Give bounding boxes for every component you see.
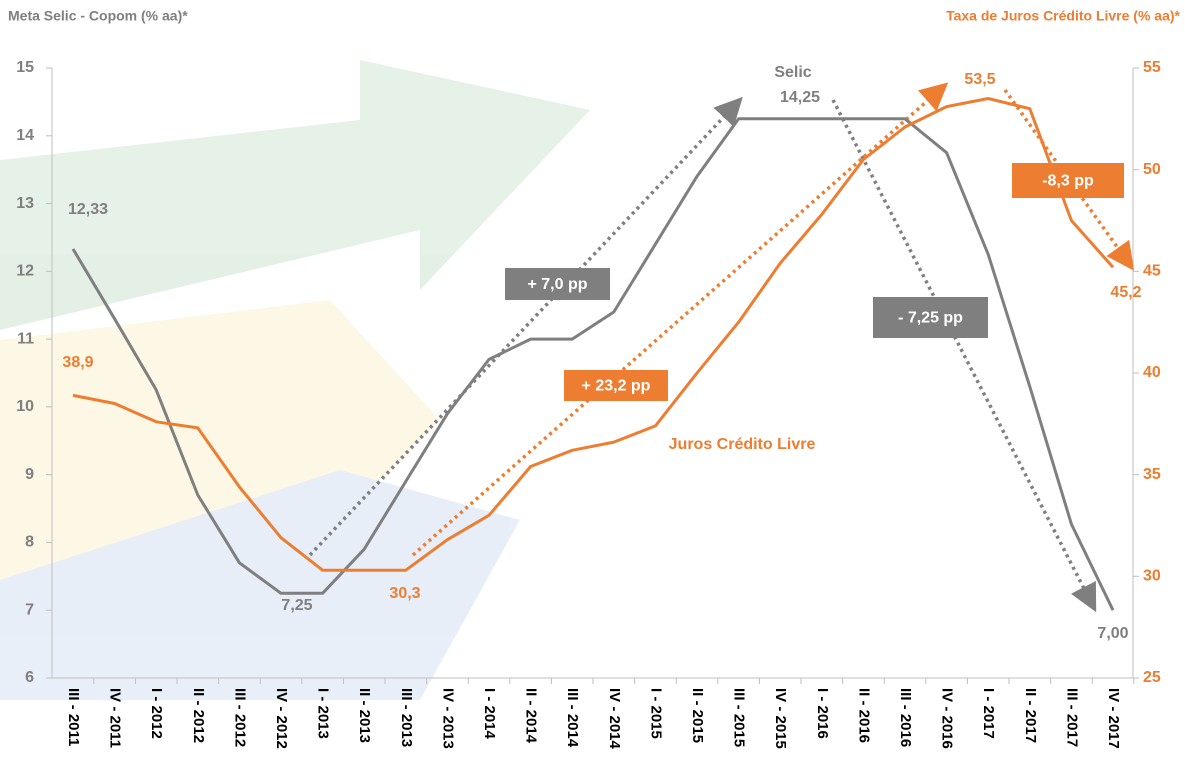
y2-tick-label: 55 <box>1143 59 1161 76</box>
change-box <box>564 370 668 401</box>
y2-tick-label: 30 <box>1143 568 1161 585</box>
x-tick-label: II - 2016 <box>855 688 872 743</box>
y2-tick-label: 45 <box>1143 263 1161 280</box>
data-label: 14,25 <box>780 89 820 106</box>
x-tick-label: IV - 2017 <box>1105 688 1122 749</box>
series-label: Selic <box>774 64 811 81</box>
data-label: 7,00 <box>1097 625 1128 642</box>
change-label: - 7,25 pp <box>898 310 963 327</box>
x-tick-label: I - 2017 <box>980 688 997 739</box>
series-label: Juros Crédito Livre <box>669 436 816 453</box>
background-decoration <box>0 60 590 700</box>
x-tick-label: IV - 2015 <box>772 688 789 749</box>
y-tick-label: 11 <box>17 330 34 347</box>
y-tick-label: 8 <box>25 534 34 551</box>
x-tick-label: IV - 2013 <box>439 688 456 749</box>
series-line <box>71 117 1115 611</box>
x-tick-label: I - 2012 <box>148 688 165 739</box>
x-tick-label: I - 2015 <box>647 688 664 739</box>
x-tick-label: III - 2014 <box>564 688 581 748</box>
x-tick-label: II - 2013 <box>356 688 373 743</box>
data-label: 7,25 <box>281 597 312 614</box>
change-box <box>1012 163 1124 198</box>
data-label: 12,33 <box>68 201 108 218</box>
series-line <box>72 97 1115 572</box>
x-tick-label: II - 2014 <box>523 688 540 744</box>
x-tick-label: IV - 2012 <box>273 688 290 749</box>
y-tick-label: 7 <box>25 601 34 618</box>
change-box <box>505 268 610 300</box>
x-tick-label: III - 2015 <box>731 688 748 747</box>
y-tick-label: 14 <box>16 127 34 144</box>
x-tick-label: IV - 2011 <box>107 688 124 748</box>
x-tick-label: II - 2015 <box>689 688 706 743</box>
x-tick-label: III - 2013 <box>398 688 415 747</box>
x-tick-label: IV - 2014 <box>606 688 623 750</box>
change-label: -8,3 pp <box>1042 173 1094 190</box>
y-tick-label: 10 <box>16 398 34 415</box>
x-tick-label: II - 2017 <box>1022 688 1039 743</box>
y-tick-label: 15 <box>16 59 34 76</box>
y-tick-label: 9 <box>25 466 34 483</box>
change-box <box>873 297 988 338</box>
x-tick-label: IV - 2016 <box>939 688 956 749</box>
y-tick-label: 6 <box>25 669 34 686</box>
data-label: 30,3 <box>389 585 420 602</box>
change-label: + 7,0 pp <box>527 276 587 293</box>
change-label: + 23,2 pp <box>582 378 651 395</box>
y-tick-label: 13 <box>16 195 34 212</box>
x-tick-label: I - 2013 <box>315 688 332 739</box>
y2-tick-label: 25 <box>1143 669 1161 686</box>
right-axis-title: Taxa de Juros Crédito Livre (% aa)* <box>946 8 1180 24</box>
x-tick-label: III - 2016 <box>897 688 914 747</box>
x-tick-label: III - 2012 <box>231 688 248 747</box>
data-label: 45,2 <box>1110 284 1141 301</box>
x-tick-label: III - 2017 <box>1063 688 1080 747</box>
data-label: 53,5 <box>964 71 995 88</box>
y2-tick-label: 35 <box>1143 466 1161 483</box>
y2-tick-label: 40 <box>1143 364 1161 381</box>
left-axis-title: Meta Selic - Copom (% aa)* <box>8 8 188 24</box>
y2-tick-label: 50 <box>1143 161 1161 178</box>
x-tick-label: III - 2011 <box>65 688 82 746</box>
data-label: 38,9 <box>62 354 93 371</box>
x-tick-label: I - 2014 <box>481 688 498 740</box>
y-tick-label: 12 <box>16 263 34 280</box>
x-tick-label: I - 2016 <box>814 688 831 739</box>
x-tick-label: II - 2012 <box>190 688 207 743</box>
